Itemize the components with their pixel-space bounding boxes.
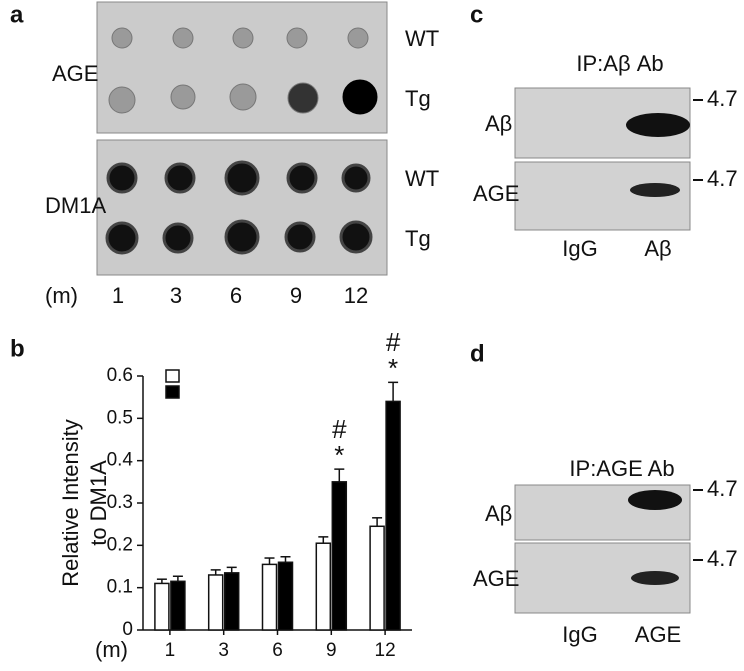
y-tick-label: 0.3 [107, 492, 133, 513]
bar [315, 542, 332, 631]
significance-mark: # [386, 327, 401, 357]
y-axis-title: Relative Intensity [58, 419, 83, 587]
bar [261, 563, 278, 631]
blot-dots [105, 160, 373, 255]
y-tick-label: 0 [122, 619, 133, 640]
x-tick-label: 9 [326, 640, 337, 661]
marker-label: 4.7 [707, 166, 738, 191]
month-label: 9 [290, 283, 302, 308]
x-tick-label: 3 [218, 640, 229, 661]
blot-band [630, 183, 680, 197]
bar [331, 481, 348, 631]
panel-label: c [470, 1, 483, 28]
month-label: 12 [344, 283, 368, 308]
row-label: Aβ [485, 501, 512, 526]
bar [223, 572, 240, 631]
lane-label: IgG [562, 622, 597, 647]
month-label: 3 [170, 283, 182, 308]
dot-blot [96, 139, 388, 276]
genotype-label: WT [405, 26, 439, 51]
y-tick-label: 0.6 [107, 365, 133, 386]
y-tick-label: 0.4 [107, 450, 134, 471]
dot-blot [96, 1, 388, 134]
genotype-label: Tg [405, 86, 431, 111]
bar [207, 574, 224, 631]
unit-label: (m) [95, 637, 128, 662]
bar [369, 525, 385, 631]
blot-header: IP:Aβ Ab [576, 51, 663, 76]
bar-chart: 00.10.20.30.40.50.61 3 6 9 12*#*# [107, 327, 412, 661]
lane-label: AGE [635, 622, 681, 647]
bar [385, 400, 401, 631]
month-label: 1 [112, 283, 124, 308]
row-label: Aβ [485, 111, 512, 136]
significance-mark: * [334, 440, 344, 470]
legend-swatch [165, 369, 180, 383]
genotype-label: Tg [405, 226, 431, 251]
bar [154, 582, 170, 631]
x-tick-label: 12 [375, 640, 396, 661]
panel-label: b [10, 335, 25, 362]
marker-label: 4.7 [707, 476, 738, 501]
blot-band [631, 571, 679, 585]
month-label: 6 [230, 283, 242, 308]
bar [170, 580, 186, 631]
blot-band [626, 113, 690, 137]
row-label: AGE [473, 566, 519, 591]
row-label: DM1A [45, 193, 106, 218]
x-tick-label: 6 [272, 640, 283, 661]
y-tick-label: 0.2 [107, 534, 133, 555]
marker-label: 4.7 [707, 546, 738, 571]
y-axis-title: to DM1A [86, 460, 111, 546]
lane-label: Aβ [644, 236, 671, 261]
lane-label: IgG [562, 236, 597, 261]
blot-header: IP:AGE Ab [569, 456, 674, 481]
unit-label: (m) [45, 283, 78, 308]
panel-label: a [10, 1, 24, 28]
panel-label: d [470, 340, 485, 367]
blot-band [628, 490, 682, 510]
blot-dots [108, 27, 378, 115]
significance-mark: # [332, 414, 347, 444]
y-tick-label: 0.5 [107, 407, 133, 428]
genotype-label: WT [405, 166, 439, 191]
significance-mark: * [388, 353, 398, 383]
x-tick-label: 1 [165, 640, 176, 661]
marker-label: 4.7 [707, 86, 738, 111]
bar [277, 561, 294, 631]
row-label: AGE [473, 181, 519, 206]
row-label: AGE [52, 61, 98, 86]
y-tick-label: 0.1 [107, 577, 133, 598]
legend-swatch [165, 385, 180, 399]
